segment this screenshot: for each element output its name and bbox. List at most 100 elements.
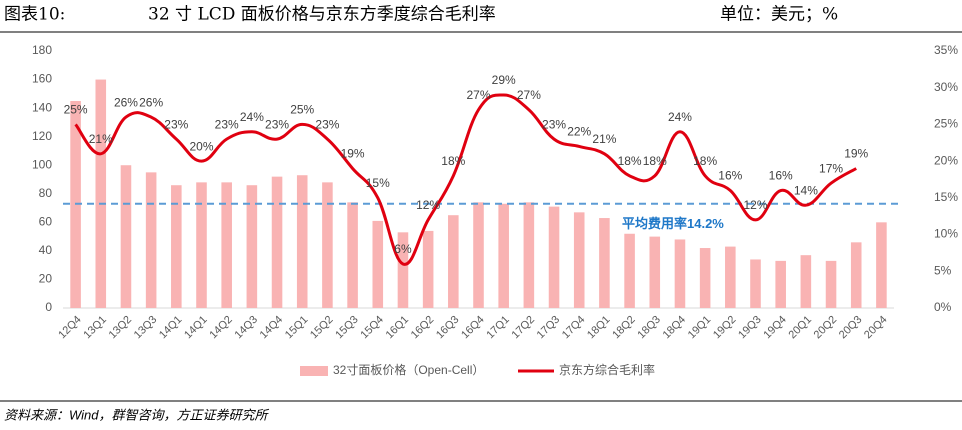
x-tick-label: 19Q1 (686, 314, 714, 342)
x-tick-label: 18Q1 (585, 314, 613, 342)
data-label: 16% (718, 169, 742, 183)
data-label: 26% (139, 95, 163, 109)
y2-tick-label: 35% (934, 43, 958, 57)
data-label: 23% (542, 117, 566, 131)
bar (448, 215, 459, 308)
x-tick-label: 16Q1 (384, 314, 412, 342)
x-tick-label: 13Q3 (132, 314, 160, 342)
data-label: 23% (215, 117, 239, 131)
y2-tick-label: 15% (934, 190, 958, 204)
bar (825, 260, 837, 308)
x-tick-label: 15Q1 (283, 314, 311, 342)
bar (624, 233, 635, 308)
data-label: 18% (643, 154, 667, 168)
bar (649, 236, 661, 308)
data-label: 21% (89, 132, 113, 146)
x-tick-label: 17Q3 (535, 314, 563, 342)
bar (548, 206, 560, 308)
bar (372, 220, 384, 308)
bar (145, 172, 157, 308)
x-tick-label: 16Q3 (434, 314, 462, 342)
x-tick-label: 14Q4 (258, 314, 286, 342)
data-label: 20% (189, 139, 213, 153)
data-label: 12% (743, 198, 767, 212)
data-label: 15% (366, 176, 390, 190)
data-label: 27% (466, 88, 490, 102)
bar (221, 182, 232, 308)
x-tick-label: 17Q4 (560, 314, 588, 342)
bar (523, 202, 535, 308)
source: 资料来源：Wind，群智咨询，方正证券研究所 (4, 407, 270, 422)
x-tick-label: 20Q2 (812, 314, 840, 342)
y2-tick-label: 30% (934, 80, 958, 94)
x-tick-label: 20Q4 (862, 314, 890, 342)
chart-title: 32 寸 LCD 面板价格与京东方季度综合毛利率 (148, 5, 496, 25)
y-tick-label: 0 (45, 300, 52, 314)
legend-label: 32寸面板价格（Open-Cell） (333, 362, 484, 377)
x-tick-label: 12Q4 (56, 314, 84, 342)
x-tick-label: 19Q4 (761, 314, 789, 342)
bar (397, 232, 409, 308)
bar (775, 260, 786, 308)
y2-tick-label: 25% (934, 117, 958, 131)
bar (599, 218, 610, 308)
x-tick-label: 18Q3 (635, 314, 663, 342)
data-label: 23% (164, 117, 188, 131)
bar (322, 182, 333, 308)
y-tick-label: 80 (39, 186, 53, 200)
bar (850, 242, 862, 308)
data-label: 26% (114, 95, 138, 109)
legend-label: 京东方综合毛利率 (559, 362, 655, 377)
data-label: 23% (265, 117, 289, 131)
bar (750, 259, 761, 308)
bar (800, 255, 812, 308)
x-tick-label: 19Q3 (736, 314, 764, 342)
data-label: 21% (592, 132, 616, 146)
y-tick-label: 20 (39, 272, 53, 286)
bar (271, 176, 283, 308)
y2-tick-label: 20% (934, 153, 958, 167)
bar (347, 202, 358, 308)
y2-tick-label: 10% (934, 227, 958, 241)
x-tick-label: 15Q4 (358, 314, 386, 342)
bar (699, 248, 711, 308)
bar (171, 185, 182, 308)
data-label: 24% (668, 110, 692, 124)
data-label: 14% (794, 183, 818, 197)
bar (196, 182, 207, 308)
data-label: 19% (844, 147, 868, 161)
bar (573, 212, 585, 308)
bar (876, 222, 887, 308)
x-tick-label: 17Q2 (510, 314, 538, 342)
y-tick-label: 160 (32, 72, 52, 86)
x-tick-label: 15Q3 (333, 314, 361, 342)
x-tick-label: 18Q2 (610, 314, 638, 342)
bar (674, 239, 686, 308)
bar (422, 230, 434, 308)
x-tick-label: 14Q1 (182, 314, 210, 342)
data-label: 24% (240, 110, 264, 124)
data-label: 19% (341, 147, 365, 161)
x-tick-label: 14Q3 (233, 314, 261, 342)
data-label: 18% (441, 154, 465, 168)
data-label: 23% (315, 117, 339, 131)
x-tick-label: 17Q1 (484, 314, 512, 342)
data-label: 18% (618, 154, 642, 168)
data-label: 16% (769, 169, 793, 183)
bar (95, 79, 107, 308)
x-tick-label: 20Q1 (787, 314, 815, 342)
y-tick-label: 40 (39, 243, 53, 257)
x-tick-label: 20Q3 (837, 314, 865, 342)
bar (296, 175, 308, 308)
y2-tick-label: 0% (934, 300, 952, 314)
x-tick-label: 16Q4 (459, 314, 487, 342)
data-label: 22% (567, 125, 591, 139)
legend-swatch (300, 366, 328, 376)
x-tick-label: 13Q2 (107, 314, 135, 342)
data-label: 27% (517, 88, 541, 102)
reference-label: 平均费用率14.2% (622, 216, 724, 231)
data-label: 25% (290, 103, 314, 117)
line (74, 93, 857, 266)
data-label: 18% (693, 154, 717, 168)
